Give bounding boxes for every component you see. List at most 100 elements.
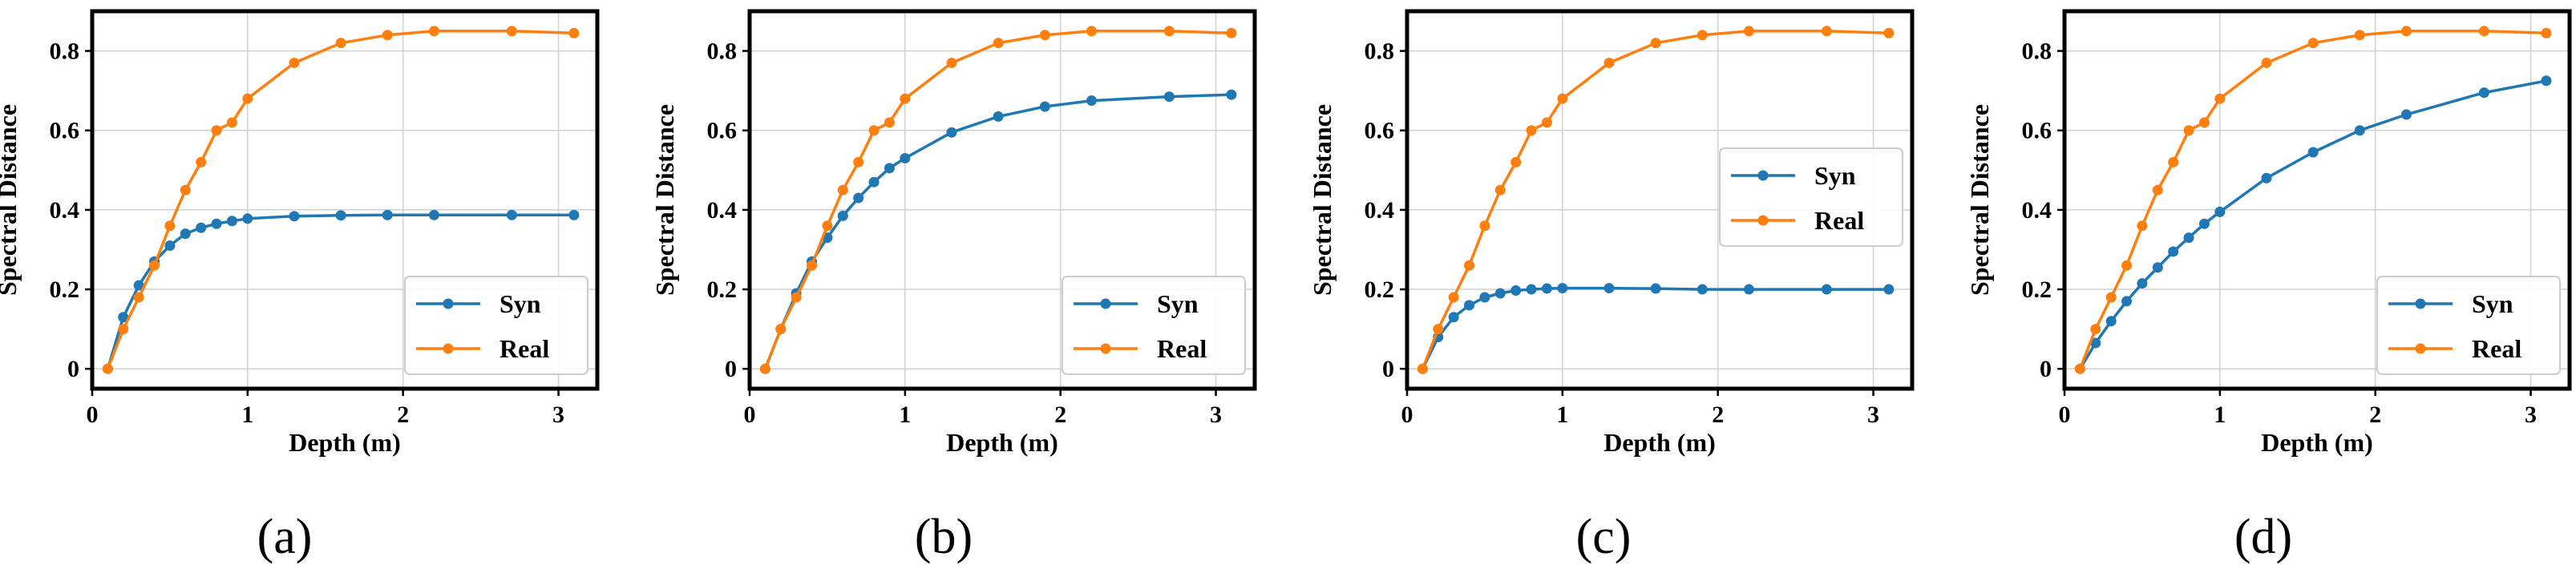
data-point-real bbox=[946, 57, 957, 68]
data-point-real bbox=[2261, 57, 2272, 68]
data-point-real bbox=[822, 220, 833, 232]
x-tick-label: 0 bbox=[1401, 401, 1413, 428]
data-point-syn bbox=[1448, 312, 1459, 323]
y-tick-label: 0.6 bbox=[707, 118, 738, 144]
series-line-real bbox=[1421, 30, 1889, 369]
data-point-syn bbox=[196, 222, 207, 233]
data-point-syn bbox=[2121, 296, 2133, 307]
data-point-syn bbox=[506, 209, 517, 220]
data-point-syn bbox=[1226, 89, 1237, 100]
chart-panel-2: 0 1 2 3 0 0.2 0.4 0.6 0.8 Depth (m) Spectral Dista… bbox=[1308, 9, 1915, 564]
series-line-real bbox=[106, 30, 574, 369]
legend-label-syn: Syn bbox=[2472, 289, 2513, 318]
data-point-syn bbox=[428, 209, 439, 220]
data-point-real bbox=[506, 26, 517, 37]
series-line-real bbox=[763, 30, 1231, 369]
x-axis-label: Depth (m) bbox=[946, 428, 1058, 457]
data-point-real bbox=[2307, 38, 2319, 49]
legend-box bbox=[1719, 147, 1903, 247]
data-point-real bbox=[149, 260, 160, 271]
plot-frame bbox=[90, 9, 600, 391]
data-point-syn bbox=[1541, 283, 1552, 294]
chart-panel-1: 0 1 2 3 0 0.2 0.4 0.6 0.8 Depth (m) Spectral Dista… bbox=[650, 9, 1257, 564]
plot-frame bbox=[1405, 9, 1915, 391]
data-point-syn bbox=[853, 192, 864, 204]
x-tick-label: 0 bbox=[87, 401, 99, 428]
legend-label-syn: Syn bbox=[499, 289, 541, 318]
data-point-real bbox=[2121, 260, 2133, 271]
data-point-syn bbox=[837, 210, 848, 221]
data-point-real bbox=[1541, 117, 1552, 128]
plot-frame bbox=[2062, 9, 2572, 391]
data-point-real bbox=[164, 220, 176, 232]
data-point-real bbox=[1883, 27, 1895, 38]
y-tick-label: 0.8 bbox=[1365, 38, 1395, 65]
data-point-real bbox=[428, 26, 439, 37]
legend-marker-real bbox=[1100, 343, 1111, 354]
legend-label-syn: Syn bbox=[1814, 161, 1856, 190]
plot-frame bbox=[747, 9, 1257, 391]
legend-marker-syn bbox=[1757, 170, 1769, 181]
y-tick-label: 0.4 bbox=[50, 197, 80, 224]
y-tick-label: 0 bbox=[2040, 356, 2052, 382]
data-point-real bbox=[2074, 363, 2085, 374]
data-point-syn bbox=[2183, 232, 2194, 244]
series-line-syn bbox=[2078, 79, 2547, 370]
legend-label-real: Real bbox=[1814, 206, 1864, 235]
x-axis-label: Depth (m) bbox=[1603, 428, 1716, 457]
panel-caption: (d) bbox=[2234, 510, 2292, 564]
legend-box bbox=[404, 276, 588, 375]
data-point-syn bbox=[2152, 262, 2163, 273]
panel-caption: (b) bbox=[915, 510, 973, 564]
x-tick-label: 2 bbox=[397, 401, 409, 428]
data-point-real bbox=[1417, 363, 1428, 374]
legend-label-real: Real bbox=[1157, 334, 1207, 363]
data-point-real bbox=[759, 363, 770, 374]
data-point-syn bbox=[1494, 288, 1506, 299]
x-axis-label: Depth (m) bbox=[289, 428, 401, 457]
x-tick-label: 1 bbox=[2214, 401, 2226, 428]
data-point-real bbox=[2541, 27, 2552, 38]
y-tick-label: 0.8 bbox=[2022, 38, 2052, 65]
series-line-syn bbox=[763, 93, 1231, 369]
data-point-syn bbox=[2478, 87, 2489, 99]
legend-marker-syn bbox=[443, 298, 454, 309]
data-point-real bbox=[837, 184, 848, 196]
legend-label-real: Real bbox=[499, 334, 549, 363]
data-point-real bbox=[853, 156, 864, 167]
data-point-syn bbox=[868, 176, 880, 188]
data-point-real bbox=[2183, 125, 2194, 136]
data-point-real bbox=[2090, 324, 2101, 335]
data-point-real bbox=[2137, 220, 2148, 232]
y-axis-label: Spectral Distance bbox=[650, 104, 679, 296]
data-point-real bbox=[2400, 26, 2412, 37]
data-point-real bbox=[775, 324, 787, 335]
data-point-syn bbox=[118, 312, 129, 323]
x-tick-label: 3 bbox=[2525, 401, 2537, 428]
data-point-real bbox=[242, 93, 253, 104]
data-point-syn bbox=[1603, 283, 1615, 294]
data-point-syn bbox=[1821, 284, 1832, 295]
data-point-syn bbox=[946, 127, 957, 138]
data-point-syn bbox=[242, 213, 253, 224]
x-tick-label: 1 bbox=[1556, 401, 1568, 428]
data-point-syn bbox=[1650, 283, 1661, 294]
legend-marker-real bbox=[1757, 215, 1769, 226]
y-tick-label: 0.2 bbox=[1365, 276, 1395, 303]
data-point-real bbox=[1039, 30, 1050, 41]
data-point-real bbox=[1086, 26, 1097, 37]
data-point-syn bbox=[2198, 218, 2210, 229]
panel-caption: (a) bbox=[257, 510, 313, 564]
data-point-real bbox=[568, 27, 580, 38]
data-point-syn bbox=[1464, 300, 1475, 311]
series-line-real bbox=[2078, 30, 2546, 369]
data-point-real bbox=[1696, 30, 1708, 41]
x-tick-label: 1 bbox=[241, 401, 253, 428]
data-point-syn bbox=[211, 218, 222, 229]
y-tick-label: 0.4 bbox=[2022, 197, 2052, 224]
data-point-syn bbox=[1039, 101, 1050, 112]
y-tick-label: 0 bbox=[1382, 356, 1394, 382]
data-point-syn bbox=[164, 240, 176, 252]
x-axis-label: Depth (m) bbox=[2261, 428, 2373, 457]
data-point-syn bbox=[226, 216, 237, 227]
